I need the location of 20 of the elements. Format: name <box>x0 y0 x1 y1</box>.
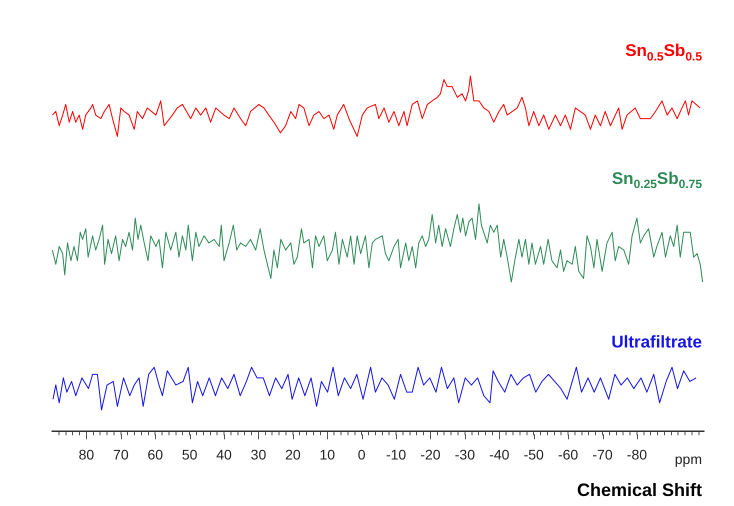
x-tick-label: 20 <box>285 446 301 462</box>
text: ppm <box>674 451 702 468</box>
series-label: Ultrafiltrate <box>611 332 702 352</box>
x-axis-title: Chemical Shift <box>576 480 702 500</box>
x-tick-label: -40 <box>489 446 510 462</box>
x-tick-label: 0 <box>358 446 366 462</box>
x-tick-label: -70 <box>592 446 613 462</box>
x-tick-label: -60 <box>558 446 578 462</box>
x-tick-label: -50 <box>524 446 544 462</box>
x-tick-label: 40 <box>216 446 232 462</box>
x-tick-label: -80 <box>626 446 648 462</box>
x-tick-label: 50 <box>182 446 198 462</box>
x-tick-label: 60 <box>147 446 164 462</box>
x-tick-label: -20 <box>420 446 441 462</box>
x-tick-label: 10 <box>319 446 336 462</box>
x-tick-label: -30 <box>454 446 476 462</box>
x-tick-label: 30 <box>250 446 266 462</box>
x-tick-label: 70 <box>113 446 129 462</box>
x-tick-label: 80 <box>78 446 94 462</box>
x-tick-label: -10 <box>386 446 406 462</box>
